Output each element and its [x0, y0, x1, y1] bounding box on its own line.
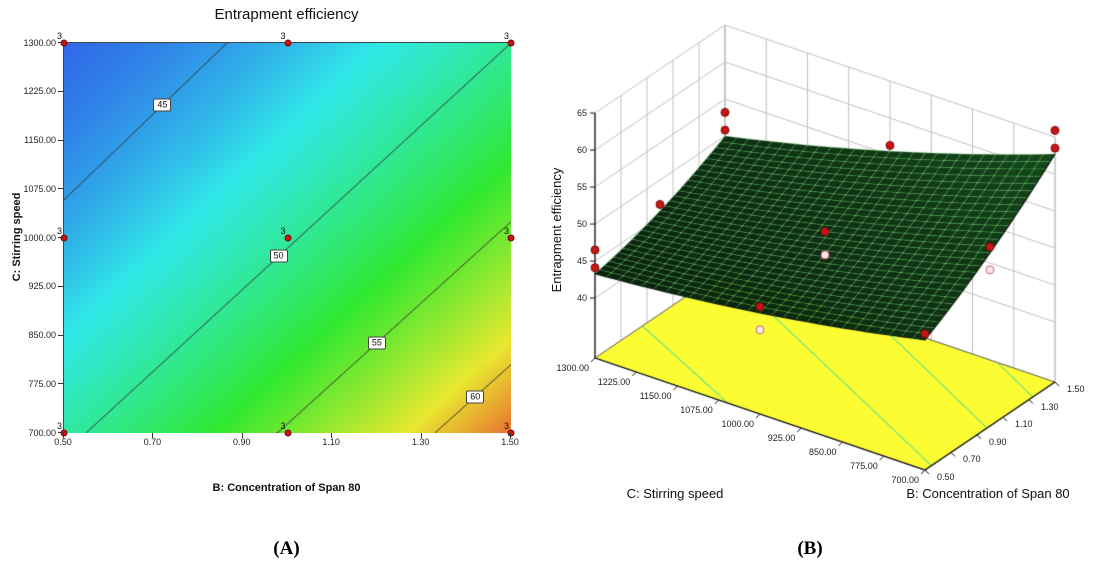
surface-c-tick-label: 1150.00 — [639, 391, 672, 401]
surface-b-tick-label: 0.70 — [963, 454, 981, 465]
contour-x-axis-label: B: Concentration of Span 80 — [212, 482, 361, 494]
design-point — [284, 429, 291, 437]
design-point — [60, 429, 68, 437]
contour-y-tick-mark — [58, 383, 63, 385]
surface-b-tick-label: 1.10 — [1015, 419, 1033, 430]
contour-y-tick-label: 1000.00 — [23, 232, 56, 243]
surface-c-tick-label: 1300.00 — [556, 363, 589, 373]
surface-z-tick-label: 50 — [576, 219, 587, 230]
contour-y-tick-mark — [58, 285, 63, 287]
design-point-count: 3 — [280, 226, 286, 236]
contour-y-tick-mark — [58, 237, 63, 238]
contour-y-tick-label: 1300.00 — [23, 37, 56, 48]
surface-c-tick-label: 1225.00 — [597, 377, 631, 387]
surface-z-tick-label: 55 — [576, 182, 587, 193]
design-point-count: 3 — [503, 226, 509, 236]
panel-b-caption: (B) — [797, 538, 823, 559]
design-point-count: 3 — [56, 31, 62, 41]
contour-label: 60 — [466, 390, 485, 404]
contour-x-tick-mark — [510, 433, 511, 438]
contour-x-tick-label: 0.50 — [54, 437, 72, 447]
contour-y-tick-mark — [58, 42, 63, 43]
surface-z-tick-label: 60 — [576, 145, 587, 156]
design-point — [60, 39, 68, 47]
contour-y-tick-label: 1225.00 — [23, 86, 56, 97]
contour-label: 50 — [269, 249, 288, 263]
surface-b-tick-label: 0.90 — [989, 436, 1007, 447]
design-point — [284, 39, 291, 47]
contour-x-tick-mark — [152, 433, 154, 438]
surface-z-tick-label: 65 — [576, 108, 587, 119]
contour-y-tick-label: 775.00 — [28, 378, 56, 389]
contour-x-tick-label: 0.90 — [233, 437, 251, 447]
contour-y-tick-mark — [58, 139, 63, 141]
contour-y-tick-label: 850.00 — [28, 330, 56, 340]
contour-y-tick-label: 700.00 — [28, 427, 56, 438]
contour-x-tick-mark — [420, 433, 422, 438]
surface-c-tick-label: 700.00 — [891, 475, 919, 485]
contour-x-tick-label: 1.10 — [322, 437, 340, 447]
contour-y-tick-label: 1150.00 — [24, 135, 56, 145]
contour-plot-title: Entrapment efficiency — [214, 6, 359, 23]
design-point — [507, 234, 515, 242]
contour-y-tick-mark — [58, 334, 63, 336]
surface-c-tick-label: 775.00 — [850, 461, 878, 471]
design-point-count: 3 — [503, 31, 509, 41]
contour-plot-area: 45 50 55 60 3 3 3 3 3 3 3 3 3 — [57, 31, 515, 437]
surface-c-tick-label: 1000.00 — [721, 419, 754, 429]
contour-x-tick-mark — [331, 433, 333, 438]
contour-y-tick-mark — [58, 188, 63, 190]
contour-y-tick-label: 925.00 — [28, 281, 56, 292]
surface-c-axis-label: C: Stirring speed — [626, 486, 724, 501]
contour-x-tick-mark — [241, 433, 243, 438]
surface-z-tick-label: 45 — [576, 256, 587, 267]
surface-c-tick-label: 925.00 — [767, 433, 796, 443]
contour-y-tick-mark — [58, 432, 63, 433]
design-point — [60, 234, 68, 242]
contour-y-tick-mark — [58, 90, 63, 92]
contour-x-tick-label: 1.30 — [411, 437, 430, 447]
surface-overlay: 65 60 55 50 45 40 1300.00 1225.00 1150.00 1075.00… — [545, 0, 1101, 520]
design-point — [507, 39, 515, 47]
surface-plot-panel: 65 60 55 50 45 40 1300.00 1225.00 1150.00 1075.00… — [545, 0, 1101, 586]
surface-c-tick-label: 850.00 — [808, 447, 837, 457]
surface-canvas — [545, 0, 1101, 520]
design-point-count: 3 — [56, 421, 62, 431]
design-point — [284, 234, 291, 242]
surface-b-tick-label: 1.50 — [1067, 384, 1085, 394]
panel-a-caption: (A) — [273, 538, 300, 559]
design-point-count: 3 — [503, 421, 509, 431]
contour-overlay: 45 50 55 60 3 3 3 3 3 3 3 3 3 — [57, 31, 515, 437]
design-point-count: 3 — [56, 226, 62, 236]
contour-label: 55 — [367, 336, 386, 350]
design-point — [507, 429, 515, 437]
contour-label: 45 — [153, 98, 172, 112]
surface-b-tick-label: 0.50 — [937, 472, 955, 482]
design-point-count: 3 — [280, 31, 286, 41]
contour-y-tick-label: 1075.00 — [23, 183, 56, 194]
design-point-count: 3 — [280, 421, 286, 431]
surface-z-tick-label: 40 — [576, 293, 587, 304]
contour-plot-panel: Entrapment efficiency C: Stirring speed … — [0, 0, 545, 586]
contour-x-tick-label: 0.70 — [143, 437, 162, 447]
surface-z-axis-label: Entrapment efficiency — [549, 167, 564, 293]
contour-x-tick-mark — [63, 433, 64, 438]
surface-b-axis-label: B: Concentration of Span 80 — [906, 486, 1070, 501]
surface-c-tick-label: 1075.00 — [680, 405, 713, 415]
surface-b-tick-label: 1.30 — [1041, 401, 1059, 412]
contour-x-tick-label: 1.50 — [501, 437, 519, 447]
